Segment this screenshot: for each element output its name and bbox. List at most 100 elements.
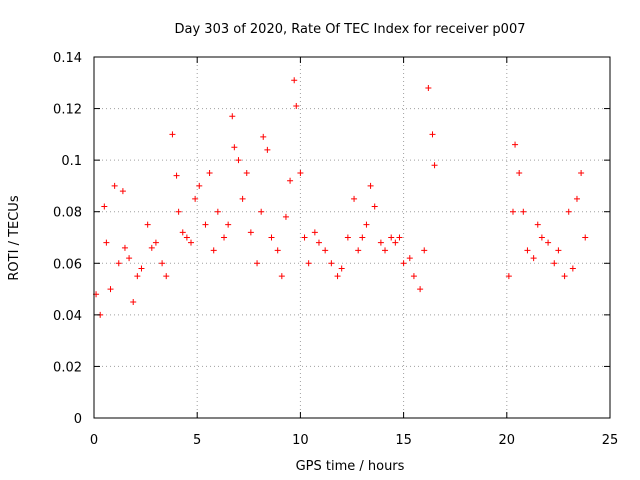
data-point: [551, 260, 558, 267]
data-point: [103, 239, 110, 246]
data-point: [188, 239, 195, 246]
x-tick-label: 10: [292, 433, 309, 448]
data-point: [258, 208, 265, 215]
chart-title: Day 303 of 2020, Rate Of TEC Index for r…: [175, 22, 526, 37]
data-point: [578, 170, 585, 177]
data-point: [573, 195, 580, 202]
data-point: [268, 234, 275, 241]
data-point: [274, 247, 281, 254]
y-tick-label: 0.04: [53, 309, 82, 324]
data-point: [134, 273, 141, 280]
data-point: [371, 203, 378, 210]
data-point: [406, 255, 413, 262]
data-point: [509, 208, 516, 215]
data-point: [351, 195, 358, 202]
data-point: [516, 170, 523, 177]
plot-frame: [93, 56, 611, 419]
data-point: [382, 247, 389, 254]
data-point: [196, 182, 203, 189]
data-point: [260, 133, 267, 140]
data-point: [328, 260, 335, 267]
data-point: [322, 247, 329, 254]
data-point: [561, 273, 568, 280]
y-tick-label: 0.02: [53, 360, 82, 375]
data-point: [239, 195, 246, 202]
data-point: [254, 260, 261, 267]
data-point: [367, 182, 374, 189]
data-point: [530, 255, 537, 262]
y-tick-label: 0.08: [53, 206, 82, 221]
data-point: [101, 203, 108, 210]
y-tick-label: 0: [74, 412, 82, 427]
data-point: [355, 247, 362, 254]
data-point: [392, 239, 399, 246]
data-point: [359, 234, 366, 241]
data-point: [520, 208, 527, 215]
data-point: [545, 239, 552, 246]
axis-ticks: 0 0.02 0.04 0.06 0.08 0.1 0.12 0.14 0 5 10 15 20 25: [53, 51, 618, 448]
data-point: [229, 113, 236, 120]
data-point: [538, 234, 545, 241]
data-point: [388, 234, 395, 241]
data-point: [305, 260, 312, 267]
data-point: [214, 208, 221, 215]
data-point: [121, 244, 128, 251]
data-point: [512, 141, 519, 148]
x-tick-label: 15: [395, 433, 412, 448]
data-point: [524, 247, 531, 254]
data-point: [431, 162, 438, 169]
data-point: [400, 260, 407, 267]
data-point: [152, 239, 159, 246]
data-point: [210, 247, 217, 254]
data-point: [144, 221, 151, 228]
grid: [94, 57, 610, 418]
data-point: [235, 157, 242, 164]
y-tick-label: 0.12: [53, 103, 82, 118]
data-point: [282, 213, 289, 220]
x-tick-label: 0: [90, 433, 98, 448]
data-point: [175, 208, 182, 215]
data-point: [363, 221, 370, 228]
data-point: [417, 286, 424, 293]
data-point: [297, 170, 304, 177]
data-point: [202, 221, 209, 228]
data-point: [291, 77, 298, 84]
data-point: [377, 239, 384, 246]
data-point: [169, 131, 176, 138]
data-point: [334, 273, 341, 280]
data-point: [119, 188, 126, 195]
x-axis-label: GPS time / hours: [296, 459, 405, 474]
data-point: [163, 273, 170, 280]
data-point: [243, 170, 250, 177]
data-point: [206, 170, 213, 177]
data-point: [115, 260, 122, 267]
data-point: [111, 182, 118, 189]
data-point: [287, 177, 294, 184]
y-tick-label: 0.1: [61, 154, 82, 169]
y-tick-label: 0.14: [53, 51, 82, 66]
x-tick-label: 20: [499, 433, 516, 448]
data-point: [278, 273, 285, 280]
data-point: [138, 265, 145, 272]
data-point: [425, 84, 432, 91]
data-point: [311, 229, 318, 236]
data-point: [247, 229, 254, 236]
data-point: [555, 247, 562, 254]
data-point: [159, 260, 166, 267]
data-point: [173, 172, 180, 179]
scatter-series: [93, 77, 589, 318]
data-point: [582, 234, 589, 241]
data-point: [315, 239, 322, 246]
data-point: [293, 102, 300, 109]
x-tick-label: 25: [602, 433, 619, 448]
x-tick-label: 5: [193, 433, 201, 448]
data-point: [225, 221, 232, 228]
data-point: [192, 195, 199, 202]
data-point: [569, 265, 576, 272]
data-point: [130, 298, 137, 305]
y-axis-label: ROTI / TECUs: [7, 195, 22, 280]
data-point: [179, 229, 186, 236]
data-point: [301, 234, 308, 241]
y-tick-label: 0.06: [53, 257, 82, 272]
